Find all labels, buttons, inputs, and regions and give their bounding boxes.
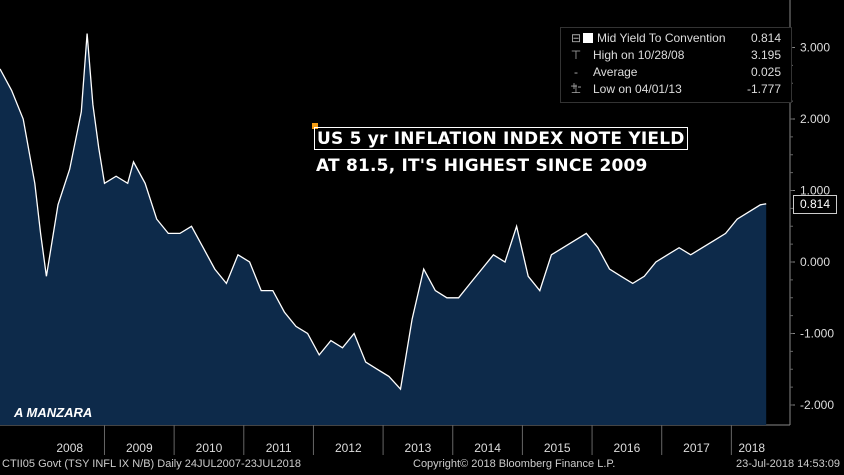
x-tick-label: 2015: [544, 441, 571, 455]
low-marker-icon: ⊥: [570, 82, 582, 96]
x-tick-label: 2012: [335, 441, 362, 455]
x-tick-label: 2009: [126, 441, 153, 455]
footer-ticker: CTII05 Govt (TSY INFL IX N/B) Daily 24JU…: [2, 458, 301, 470]
y-tick-label: 0.000: [800, 255, 830, 269]
legend-high-label: High on 10/28/08: [593, 48, 685, 62]
y-tick-label: 2.000: [800, 112, 830, 126]
legend-swatch: [583, 33, 593, 43]
author-label: A MANZARA: [14, 405, 93, 420]
legend-low-label: Low on 04/01/13: [593, 82, 682, 96]
average-marker-icon: -+-: [570, 65, 582, 93]
x-tick-label: 2010: [196, 441, 223, 455]
annotation-line-2: AT 81.5, IT'S HIGHEST SINCE 2009: [316, 156, 648, 176]
x-tick-label: 2011: [266, 441, 292, 455]
x-tick-label: 2014: [474, 441, 501, 455]
legend-high-value: 3.195: [750, 48, 781, 62]
legend-average-label: Average: [593, 65, 638, 79]
y-tick-label: -1.000: [800, 327, 834, 341]
legend-series-value: 0.814: [750, 31, 781, 45]
high-marker-icon: ⊤: [570, 48, 582, 62]
x-tick-label: 2017: [683, 441, 710, 455]
x-tick-label: 2008: [56, 441, 83, 455]
x-tick-label: 2016: [614, 441, 641, 455]
footer-timestamp: 23-Jul-2018 14:53:09: [736, 458, 840, 470]
annotation-marker[interactable]: [312, 123, 318, 129]
legend-series-label: Mid Yield To Convention: [597, 31, 726, 45]
legend-average-value: 0.025: [750, 65, 781, 79]
y-tick-label: 1.000: [800, 184, 830, 198]
legend-low-value: -1.777: [746, 82, 781, 96]
legend-expand-icon[interactable]: ⊟: [570, 31, 582, 45]
x-tick-label: 2018: [738, 441, 765, 455]
series-area: [0, 33, 767, 425]
chart-legend: ⊟ Mid Yield To Convention 0.814 ⊤ High o…: [560, 27, 792, 103]
last-value-label: 0.814: [793, 195, 837, 214]
footer-copyright: Copyright© 2018 Bloomberg Finance L.P.: [413, 458, 616, 470]
y-tick-label: -2.000: [800, 398, 834, 412]
annotation-line-1: US 5 yr INFLATION INDEX NOTE YIELD: [314, 127, 688, 150]
x-tick-label: 2013: [405, 441, 432, 455]
y-tick-label: 3.000: [800, 41, 830, 55]
